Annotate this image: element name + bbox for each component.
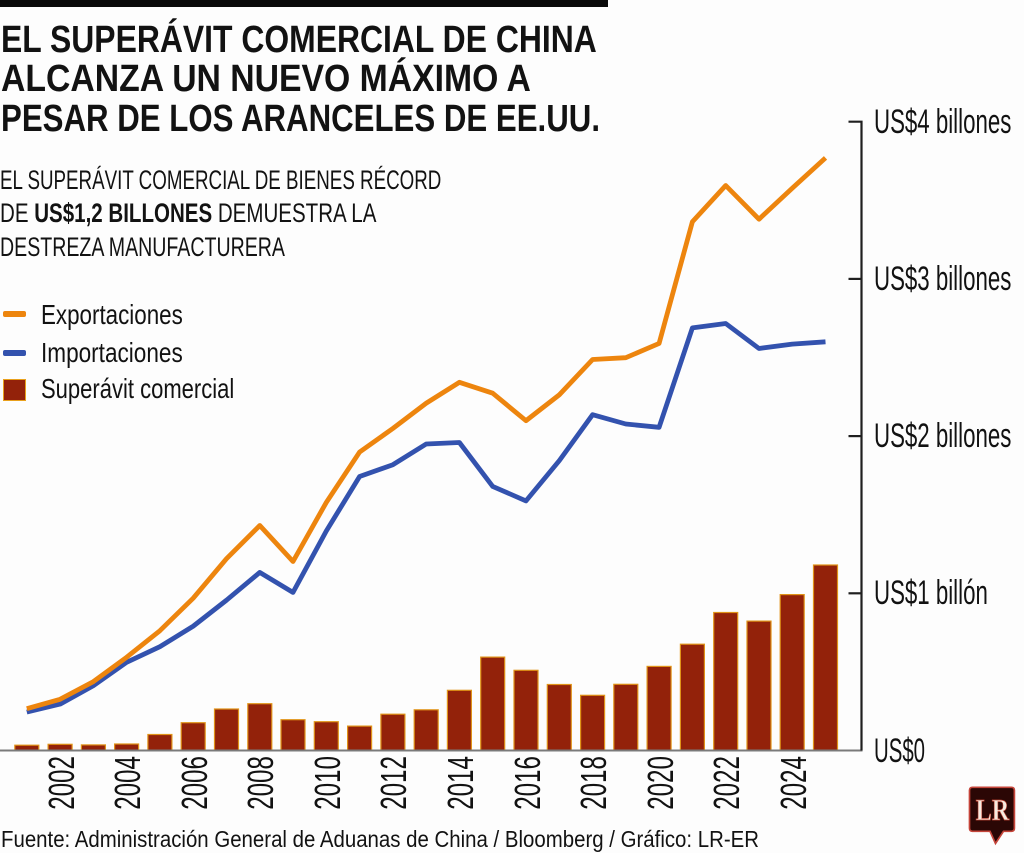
svg-text:LR: LR [976, 793, 1010, 828]
